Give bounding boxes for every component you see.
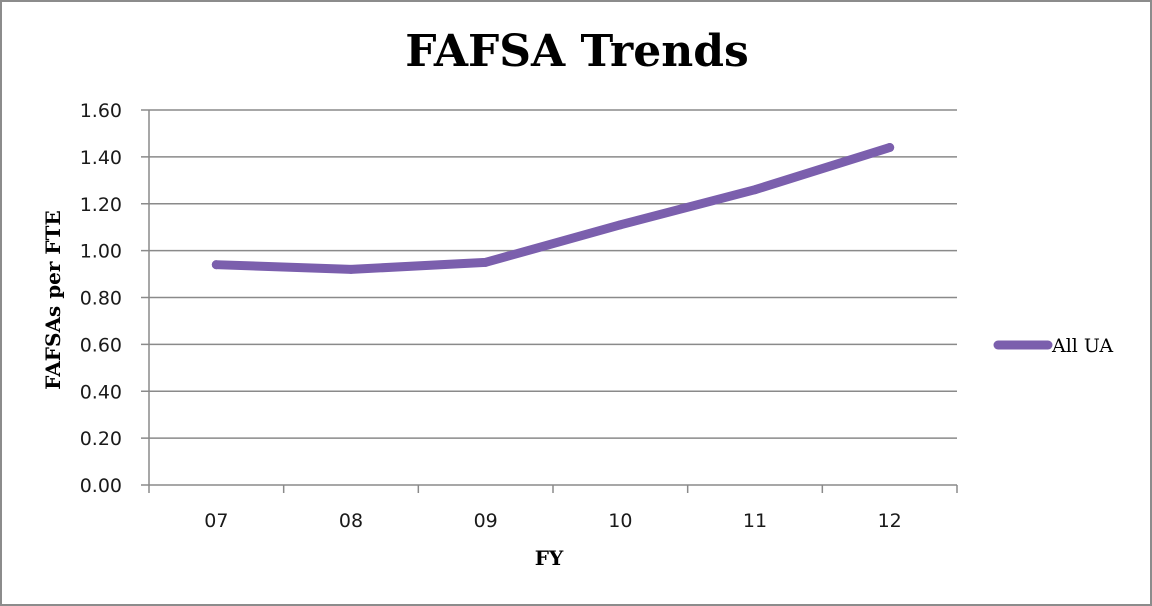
x-axis <box>148 110 958 493</box>
x-tick-label: 11 <box>743 510 767 532</box>
y-tick-label: 0.60 <box>80 334 122 356</box>
gridlines <box>141 109 957 486</box>
data-point <box>481 257 491 267</box>
legend-label: All UA <box>1051 335 1113 357</box>
x-tick-label: 09 <box>474 510 498 532</box>
y-tick-label: 0.00 <box>80 475 122 497</box>
x-axis-title: FY <box>535 546 564 570</box>
y-tick-label: 1.40 <box>80 147 122 169</box>
x-tick-label: 10 <box>608 510 632 532</box>
y-tick-label: 1.20 <box>80 194 122 216</box>
data-point <box>346 264 356 274</box>
y-tick-labels: 0.00 0.20 0.40 0.60 0.80 1.00 1.20 1.40 1.60 <box>80 100 122 497</box>
data-point <box>615 220 625 230</box>
y-tick-label: 1.00 <box>80 241 122 263</box>
y-axis-title: FAFSAs per FTE <box>41 210 65 389</box>
y-tick-label: 1.60 <box>80 100 122 122</box>
legend: All UA <box>993 335 1113 357</box>
y-tick-label: 0.20 <box>80 428 122 450</box>
y-tick-label: 0.80 <box>80 288 122 310</box>
series-line <box>211 143 895 274</box>
x-tick-label: 07 <box>204 510 228 532</box>
y-tick-label: 0.40 <box>80 381 122 403</box>
data-point <box>750 185 760 195</box>
x-tick-label: 12 <box>878 510 902 532</box>
chart-title: FAFSA Trends <box>405 26 749 77</box>
data-point <box>885 143 895 152</box>
x-tick-label: 08 <box>339 510 363 532</box>
data-point <box>211 260 221 270</box>
x-tick-labels: 07 08 09 10 11 12 <box>204 510 902 532</box>
series-layer <box>211 143 895 274</box>
